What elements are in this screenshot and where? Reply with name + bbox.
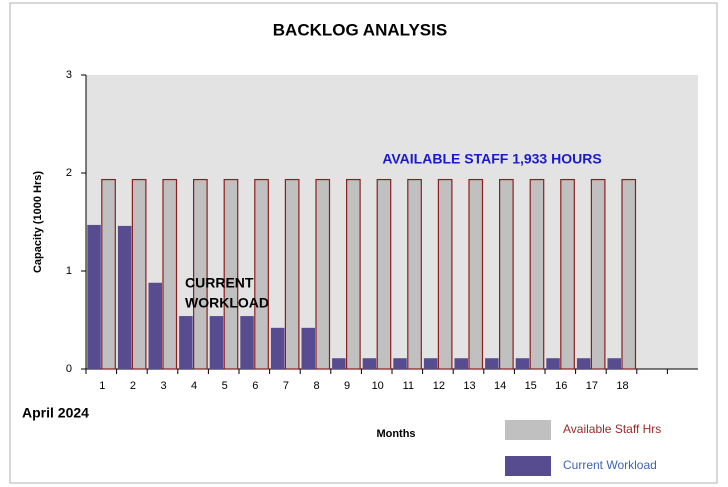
bar: [376, 178, 392, 370]
bar: [590, 178, 606, 370]
bar: [193, 178, 208, 370]
bar: [607, 358, 621, 369]
x-tick-label: 14: [494, 380, 506, 392]
y-tick-label: 2: [66, 167, 72, 179]
bar: [468, 178, 484, 370]
x-tick-label: 9: [344, 380, 350, 392]
legend-swatch: [505, 456, 551, 476]
y-tick-label: 3: [66, 69, 72, 81]
bar: [284, 178, 300, 370]
bar: [223, 178, 239, 370]
subtitle: April 2024: [22, 405, 89, 421]
bar: [179, 316, 193, 369]
bar: [546, 358, 560, 369]
annotation: CURRENT: [185, 275, 254, 291]
x-tick-label: 11: [403, 380, 414, 392]
bar: [621, 178, 637, 370]
bar: [529, 178, 545, 370]
bar: [485, 358, 499, 369]
x-tick-label: 18: [616, 380, 628, 392]
legend-swatch: [505, 420, 551, 440]
bar: [209, 316, 224, 369]
annotation: WORKLOAD: [185, 295, 269, 311]
y-tick-label: 1: [66, 265, 72, 277]
y-axis-label: Capacity (1000 Hrs): [32, 171, 44, 273]
x-tick-label: 5: [222, 380, 228, 392]
bar: [393, 358, 407, 369]
x-tick-label: 13: [463, 380, 475, 392]
bar: [301, 327, 315, 369]
x-tick-label: 15: [525, 380, 537, 392]
bar: [131, 178, 147, 370]
bar: [499, 178, 514, 370]
x-tick-label: 1: [99, 380, 105, 392]
bar: [407, 178, 422, 370]
bar: [87, 224, 101, 369]
bar: [162, 178, 178, 370]
x-tick-label: 10: [372, 380, 384, 392]
bar: [346, 178, 361, 370]
y-tick-label: 0: [66, 363, 72, 375]
x-axis-label: Months: [376, 428, 415, 440]
legend-label: Current Workload: [563, 458, 657, 472]
bar: [454, 358, 468, 369]
x-tick-label: 12: [433, 380, 445, 392]
bar: [437, 178, 453, 370]
bar: [423, 358, 438, 369]
bar: [560, 178, 575, 370]
legend-label: Available Staff Hrs: [563, 422, 661, 436]
bar: [117, 225, 132, 369]
bar: [254, 178, 269, 370]
x-tick-label: 16: [555, 380, 567, 392]
x-tick-label: 4: [191, 380, 197, 392]
bar: [332, 358, 346, 369]
bar: [270, 327, 285, 369]
x-tick-label: 17: [586, 380, 598, 392]
chart-title: BACKLOG ANALYSIS: [273, 20, 447, 39]
bar: [240, 316, 254, 369]
bar: [148, 282, 162, 369]
x-tick-label: 3: [160, 380, 166, 392]
bar: [515, 358, 530, 369]
plot-area: [86, 75, 698, 369]
bar: [362, 358, 377, 369]
annotation: AVAILABLE STAFF 1,933 HOURS: [382, 151, 601, 167]
bar: [576, 358, 591, 369]
x-tick-label: 8: [313, 380, 319, 392]
x-tick-label: 7: [283, 380, 289, 392]
bar: [101, 178, 116, 370]
bar: [315, 178, 331, 370]
x-tick-label: 2: [130, 380, 136, 392]
x-tick-label: 6: [252, 380, 258, 392]
